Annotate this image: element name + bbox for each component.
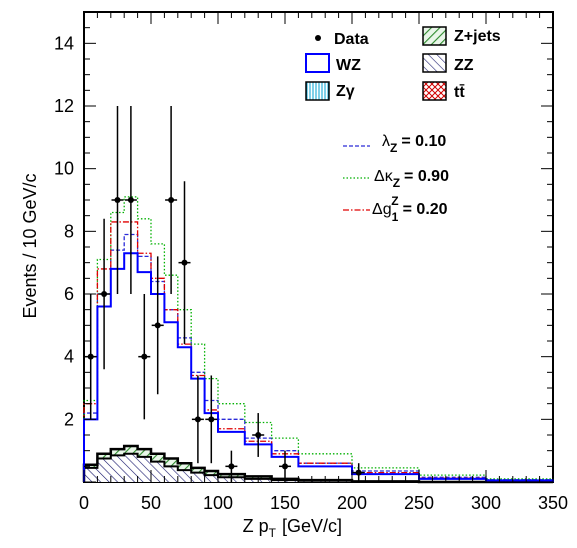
- legend-zjets-label: Z+jets: [454, 28, 501, 45]
- legend-g1-sup: Z: [391, 194, 398, 208]
- legend-g1-value: = 0.20: [403, 201, 448, 218]
- data-point: [101, 291, 108, 297]
- x-tick-label: 300: [471, 493, 501, 513]
- y-axis-title: Events / 10 GeV/c: [20, 173, 40, 318]
- y-tick-label: 14: [54, 33, 74, 53]
- kappa-histogram: [83, 196, 554, 482]
- data-points: [84, 106, 365, 482]
- legend-zz-swatch: [422, 53, 447, 73]
- x-tick-label: 100: [203, 493, 233, 513]
- data-point: [141, 353, 148, 360]
- axis-ticks: 0 50 100 150 200 250 300 350 2 4 6 8 10 12 14: [54, 11, 568, 513]
- wz-histogram: [83, 252, 554, 482]
- data-point: [282, 463, 288, 470]
- legend-lambda-label: λZ = 0.10: [382, 133, 446, 155]
- lambda-histogram: [83, 233, 554, 482]
- data-point: [168, 197, 175, 203]
- x-axis-title-unit: [GeV/c]: [282, 516, 342, 536]
- legend-kappa-symbol: Δκ: [374, 168, 394, 185]
- legend-g1-sub: 1: [392, 210, 399, 224]
- data-point: [255, 432, 262, 438]
- legend-wz-swatch: [305, 53, 330, 73]
- legend-zjets-swatch: [422, 26, 447, 46]
- y-tick-label: 12: [54, 96, 74, 116]
- signal-histograms: [83, 196, 554, 482]
- x-tick-label: 50: [141, 493, 161, 513]
- y-tick-label: 10: [54, 159, 74, 179]
- y-tick-label: 8: [64, 221, 74, 241]
- legend-zgamma-swatch: [305, 81, 330, 101]
- data-point: [228, 463, 235, 470]
- legend-lambda-sub: Z: [390, 141, 397, 155]
- legend-lambda-symbol: λ: [382, 133, 390, 150]
- x-tick-label: 350: [538, 493, 568, 513]
- legend-data-marker: [315, 35, 321, 41]
- legend-zz-label: ZZ: [454, 57, 474, 74]
- x-axis-title-sub: T: [269, 526, 277, 540]
- x-axis-title-main: Z p: [243, 516, 269, 536]
- legend-kappa-sub: Z: [393, 176, 400, 190]
- data-point: [194, 416, 201, 423]
- legend-kappa-label: ΔκZ = 0.90: [374, 168, 449, 190]
- legend-g1-label: Δg1 Z = 0.20: [372, 194, 448, 224]
- data-point: [355, 469, 362, 476]
- y-tick-label: 6: [64, 284, 74, 304]
- x-tick-label: 250: [404, 493, 434, 513]
- zz-background-fill: [84, 453, 553, 482]
- y-tick-label: 4: [64, 347, 74, 367]
- background-histograms: [82, 444, 553, 484]
- legend-lambda-value: = 0.10: [401, 133, 446, 150]
- data-point: [127, 197, 134, 203]
- legend-g1-symbol: Δg: [372, 201, 392, 218]
- data-point: [114, 197, 121, 203]
- g1-histogram: [83, 221, 554, 482]
- y-tick-label: 2: [64, 409, 74, 429]
- x-axis-title: Z pT [GeV/c]: [243, 516, 342, 540]
- data-point: [208, 416, 215, 423]
- x-tick-label: 0: [79, 493, 89, 513]
- legend-data-label: Data: [334, 31, 369, 48]
- legend-zgamma-label: Zγ: [336, 83, 355, 100]
- data-point: [154, 322, 161, 329]
- legend-kappa-value: = 0.90: [404, 168, 449, 185]
- x-tick-label: 150: [270, 493, 300, 513]
- x-tick-label: 200: [337, 493, 367, 513]
- legend-wz-label: WZ: [336, 57, 361, 74]
- data-point: [181, 259, 188, 266]
- legend: Data WZ Zγ Z+jets ZZ tt̄ λZ = 0.10 ΔκZ = 0…: [305, 26, 501, 224]
- legend-ttbar-label: tt̄: [454, 83, 465, 101]
- legend-ttbar-swatch: [422, 81, 447, 101]
